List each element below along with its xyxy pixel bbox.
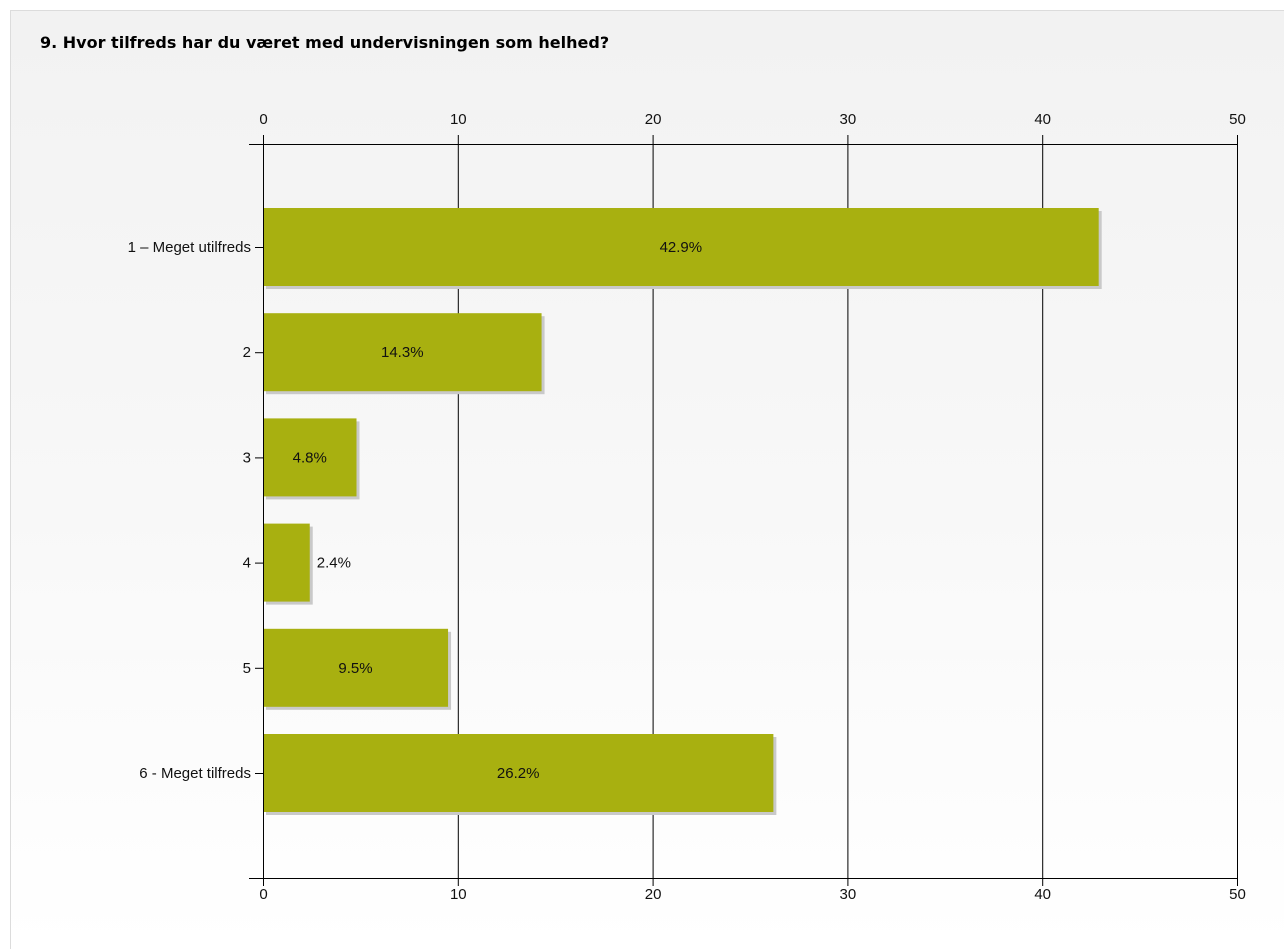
top-tick-label-50: 50 — [1229, 111, 1246, 128]
category-label-4: 4 — [243, 555, 251, 572]
top-tick-label-10: 10 — [450, 111, 467, 128]
category-label-3: 3 — [243, 449, 251, 466]
top-tick-label-40: 40 — [1034, 111, 1051, 128]
bottom-tick-label-50: 50 — [1229, 886, 1246, 903]
bar-6 — [263, 734, 774, 812]
top-tick-label-0: 0 — [259, 111, 267, 128]
bottom-tick-label-20: 20 — [645, 886, 662, 903]
data-label-3: 4.8% — [293, 449, 327, 466]
category-label-5: 5 — [243, 660, 251, 677]
bar-2 — [263, 313, 542, 392]
data-label-1: 42.9% — [660, 239, 703, 256]
bar-4 — [263, 523, 310, 602]
bar-5 — [263, 628, 449, 707]
bottom-tick-label-0: 0 — [259, 886, 267, 903]
bar-3 — [263, 418, 357, 497]
chart-title: 9. Hvor tilfreds har du været med underv… — [40, 33, 610, 52]
data-label-2: 14.3% — [381, 344, 424, 361]
data-label-5: 9.5% — [338, 660, 372, 677]
data-label-6: 26.2% — [497, 765, 540, 782]
top-tick-label-20: 20 — [645, 111, 662, 128]
data-label-4: 2.4% — [317, 555, 351, 572]
bottom-tick-label-40: 40 — [1034, 886, 1051, 903]
bars — [263, 208, 1102, 815]
category-label-2: 2 — [243, 344, 251, 361]
bar-1 — [263, 208, 1099, 286]
axes — [249, 135, 1238, 886]
bottom-tick-label-30: 30 — [840, 886, 857, 903]
category-label-1: 1 – Meget utilfreds — [128, 239, 251, 256]
top-tick-label-30: 30 — [840, 111, 857, 128]
bottom-tick-label-10: 10 — [450, 886, 467, 903]
category-label-6: 6 - Meget tilfreds — [139, 765, 251, 782]
labels: 0 0 10 10 20 20 30 30 40 40 50 50 1 – Meget utilfred… — [128, 111, 1246, 903]
